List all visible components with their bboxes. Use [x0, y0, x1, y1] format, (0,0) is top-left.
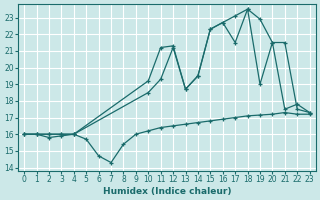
X-axis label: Humidex (Indice chaleur): Humidex (Indice chaleur) — [103, 187, 231, 196]
